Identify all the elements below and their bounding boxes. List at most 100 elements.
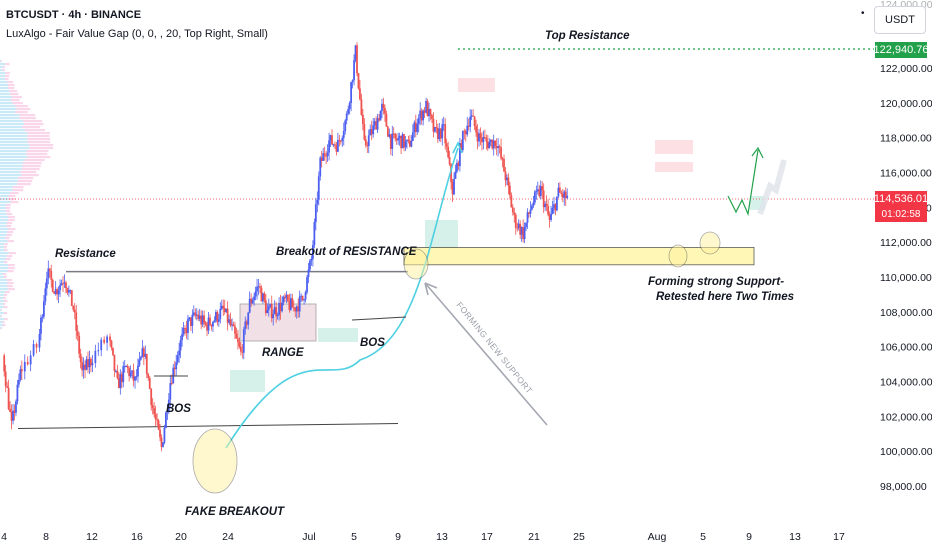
currency-button[interactable]: USDT [874,6,926,34]
profile-bar [0,198,9,201]
candle-body [229,319,232,326]
fake-breakout-circle [192,428,238,494]
candle-body [91,363,94,366]
symbol-title[interactable]: BTCUSDT · 4h · BINANCE [6,9,142,21]
candle-body [203,315,206,323]
fvg-box [425,220,458,248]
candle-body [267,306,270,310]
candle-body [432,119,435,132]
profile-bar [0,117,20,120]
candle-body [538,189,541,197]
profile-bar [0,72,6,75]
x-tick-label: 12 [86,531,98,543]
candle-body [195,314,198,316]
profile-bar [4,78,9,81]
candle-body [295,306,298,312]
candle-body [334,144,336,146]
profile-bar [5,207,11,210]
x-tick-label: 9 [395,531,401,543]
profile-bar [3,294,8,297]
more-dots-icon[interactable]: • [861,8,865,19]
candle-body [284,296,286,299]
trend-curve-arrowhead [452,141,463,154]
indicator-title[interactable]: LuxAlgo - Fair Value Gap (0, 0, , 20, To… [6,28,268,40]
candle-body [38,333,41,348]
candle-body [270,304,273,319]
profile-bar [10,201,19,204]
candle-body [388,134,391,137]
profile-bar [0,168,22,171]
candle-body [404,141,407,148]
profile-bar [0,183,17,186]
price-axis[interactable]: 98,000.00 100,000.00 102,000.00 104,000.00 1… [880,0,932,493]
profile-bar [3,297,7,300]
profile-bar [0,246,4,249]
candle-body [253,296,255,301]
candle-body [303,299,305,301]
candle-body [529,209,532,214]
candle-body [500,147,502,159]
candle-body [237,338,239,343]
candle-body [42,301,45,317]
candle-body [97,350,100,352]
profile-bar [0,261,5,264]
x-tick-label: 4 [1,531,7,543]
candle-body [197,314,200,319]
candle-body [141,348,144,358]
candle-body [245,321,248,325]
candle-body [566,195,569,198]
projection-shadow [757,159,787,216]
profile-bar [22,165,41,168]
support-label-1: Forming strong Support- [648,276,784,288]
x-tick-label: Jul [302,531,315,543]
bos-label-left: BOS [166,403,191,415]
candle-body [138,359,141,366]
candle-body [342,130,345,138]
profile-bar [0,63,6,66]
candle-body [511,207,514,213]
profile-bar [0,282,8,285]
candle-body [325,155,328,157]
candle-body [106,336,108,343]
candle-body [460,143,463,151]
profile-bar [0,75,6,78]
profile-bar [5,291,10,294]
candle-body [40,317,42,334]
x-tick-label: 21 [528,531,540,543]
candle-body [384,107,386,114]
candle-body [145,353,148,375]
candle-body [486,141,489,149]
candle-body [51,279,54,292]
profile-bar [0,219,9,222]
x-tick-label: 5 [351,531,357,543]
candle-body [548,214,551,220]
fvg-box [318,328,358,342]
candle-body [110,340,113,348]
candle-body [409,140,411,147]
candle-body [492,140,495,149]
candle-body [481,137,483,143]
profile-bar [19,114,36,117]
candle-body [542,190,545,208]
candle-body [475,126,477,133]
profile-bar [23,123,44,126]
profile-bar [5,204,11,207]
candle-body [32,344,35,356]
candle-body [501,158,504,160]
x-tick-label: 20 [175,531,187,543]
candle-body [422,110,425,121]
profile-bar [4,300,8,303]
candle-body [35,344,38,348]
candle-body [391,133,394,149]
candle-body [479,133,482,138]
profile-bar [0,216,9,219]
candle-body [361,114,364,125]
time-axis[interactable]: 4 8 12 16 20 24 Jul 5 9 13 17 21 25 Aug 5 9 13 17 [1,531,845,543]
drawing-annotations [154,141,787,494]
profile-bar [0,111,16,114]
profile-bar [0,87,8,90]
candle-body [259,286,261,288]
profile-bar [3,246,7,249]
profile-bar [0,204,6,207]
